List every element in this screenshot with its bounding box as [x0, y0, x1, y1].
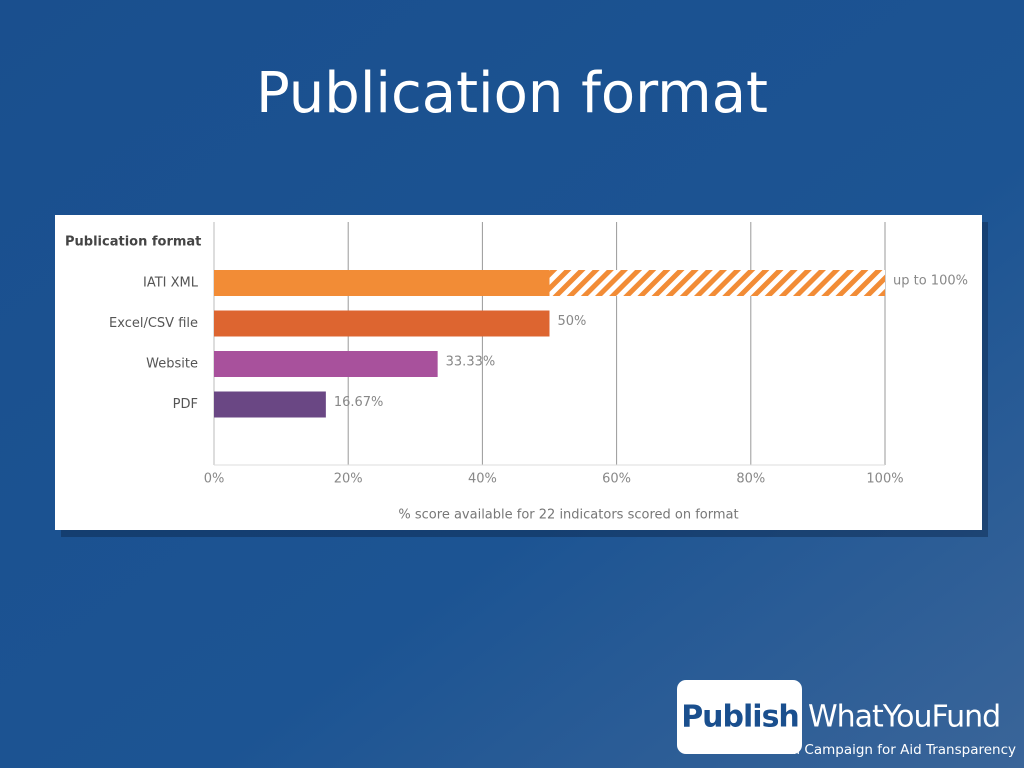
x-tick-label: 60%	[602, 472, 631, 487]
bar	[214, 351, 438, 377]
x-tick-label: 80%	[736, 472, 765, 487]
y-tick-label: Excel/CSV file	[109, 316, 198, 331]
chart-label: Publication format	[65, 235, 201, 250]
y-tick-label: IATI XML	[143, 276, 199, 291]
bar	[214, 270, 550, 296]
value-label: 16.67%	[334, 395, 384, 410]
value-label: up to 100%	[893, 274, 968, 289]
plot: 0% 20% 40% 60% 80% 100% % score available for …	[109, 222, 968, 523]
x-tick-label: 20%	[334, 472, 363, 487]
value-label: 50%	[558, 314, 587, 329]
bar	[214, 310, 550, 337]
slide-title: Publication format	[256, 61, 768, 126]
y-tick-label: PDF	[173, 397, 198, 412]
chart-panel	[55, 215, 982, 530]
bar	[214, 391, 326, 418]
bar-range	[549, 270, 885, 296]
logo-tagline: The Global Campaign for Aid Transparency	[727, 742, 1016, 758]
logo-brand: Publish	[681, 700, 799, 735]
x-axis-label: % score available for 22 indicators scor…	[398, 508, 738, 523]
value-label: 33.33%	[446, 355, 496, 370]
logo-brand-rest: WhatYouFund	[808, 700, 1000, 735]
logo-box	[677, 680, 802, 754]
y-tick-label: Website	[146, 357, 198, 372]
x-tick-label: 100%	[866, 472, 903, 487]
x-tick-label: 0%	[204, 472, 225, 487]
x-tick-label: 40%	[468, 472, 497, 487]
